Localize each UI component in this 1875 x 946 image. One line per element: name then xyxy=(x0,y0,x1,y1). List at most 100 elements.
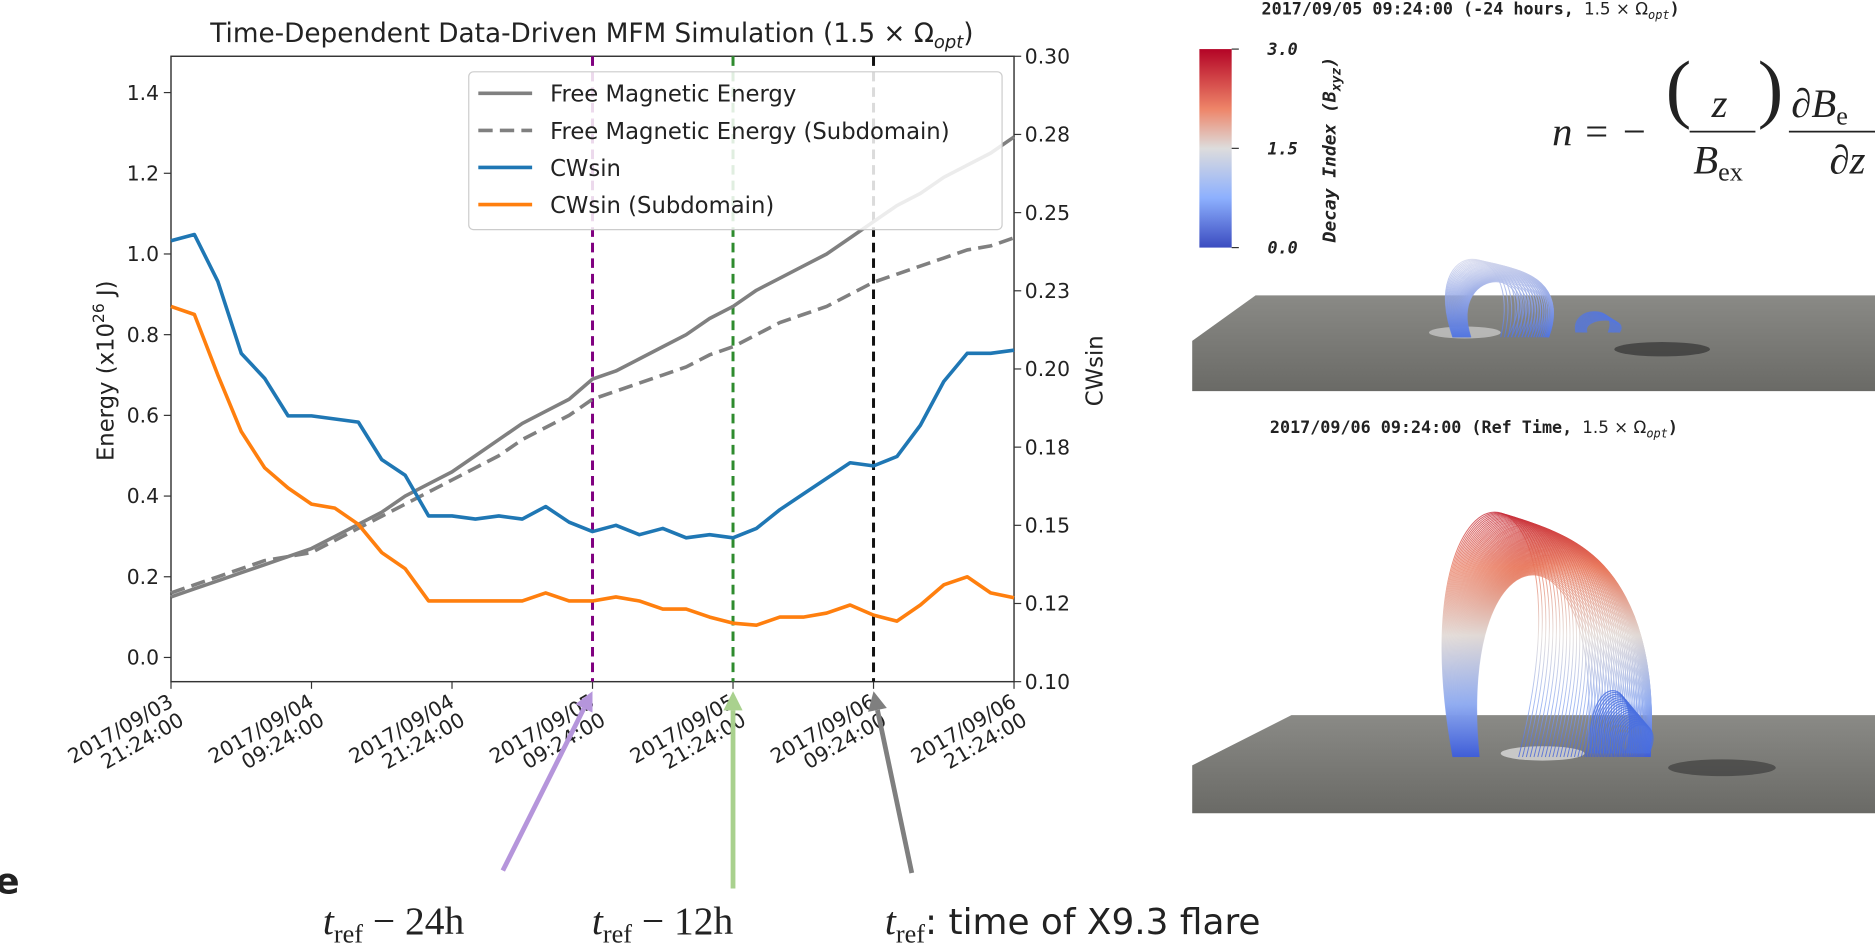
sunspot xyxy=(1614,342,1710,357)
y2-tick-label: 0.23 xyxy=(1025,279,1070,303)
field-line xyxy=(1623,724,1654,754)
annotation-text: − 24h xyxy=(363,899,464,943)
y-label-end: J) xyxy=(94,280,120,303)
caption-bottom-factor: 1.5 × Ω xyxy=(1582,417,1646,437)
field-line xyxy=(1591,692,1632,754)
formula-num2: ∂B xyxy=(1791,81,1836,126)
formula: n = − ( z Bex ) ∂Be ∂z xyxy=(1552,46,1875,187)
y2-axis-label: CWsin xyxy=(1083,335,1109,406)
field-line xyxy=(1621,722,1653,754)
series-line xyxy=(170,232,1015,540)
annotation-text: − 12h xyxy=(632,899,733,943)
annotation-subscript: ref xyxy=(896,919,925,946)
y2-tick-label: 0.25 xyxy=(1025,201,1070,225)
formula-den1: B xyxy=(1693,137,1718,182)
y2-tick-label: 0.15 xyxy=(1025,513,1070,537)
field-line xyxy=(1616,717,1649,754)
annotation-arrowhead xyxy=(575,691,593,713)
y2-tick-label: 0.18 xyxy=(1025,435,1070,459)
formula-lhs: n = − xyxy=(1552,109,1648,154)
colorbar-label: Decay Index (Bxyz) xyxy=(1320,57,1345,244)
colorbar-label-sub: xyz xyxy=(1329,67,1344,92)
x-tick-label: 2017/09/0421:24:00 xyxy=(345,689,469,787)
annotation-arrowhead xyxy=(723,691,743,711)
field-line xyxy=(1598,699,1637,754)
field-line xyxy=(1582,316,1619,333)
caption-bottom-sub: opt xyxy=(1646,427,1668,441)
field-line xyxy=(1612,713,1647,754)
field-line xyxy=(1589,690,1631,754)
y-label: Energy (x10 xyxy=(94,323,120,461)
y-tick-label: 0.0 xyxy=(127,646,159,670)
caption-bottom: 2017/09/06 09:24:00 (Ref Time, xyxy=(1270,417,1582,437)
annotation-symbol: t xyxy=(885,899,897,943)
field-line xyxy=(1607,707,1643,754)
field-line xyxy=(1605,706,1642,754)
annotation-label: tref − 24h xyxy=(323,899,465,946)
x-tick-label: 2017/09/0621:24:00 xyxy=(907,689,1031,787)
paren-left: ( xyxy=(1666,46,1691,131)
field-line xyxy=(1583,317,1620,333)
x-tick-label: 2017/09/0321:24:00 xyxy=(64,689,188,787)
plot-area: 0.0 0.2 0.4 0.6 0.8 1.0 1.2 1.4 0.10 0.12 0.15 0.18… xyxy=(64,44,1070,787)
field-line xyxy=(1575,311,1611,333)
field-line xyxy=(1596,697,1636,754)
field-line xyxy=(1584,318,1621,333)
field-line xyxy=(1594,695,1634,754)
x-tick-label: 2017/09/0409:24:00 xyxy=(204,689,328,787)
field-line xyxy=(1476,574,1590,758)
annotation-subscript: ref xyxy=(603,919,632,946)
panel-caption: 2017/09/06 09:24:00 (Ref Time, 1.5 × Ωop… xyxy=(1270,417,1678,441)
colorbar-tick-label: 1.5 xyxy=(1268,138,1298,158)
annotation-text: : time of X9.3 flare xyxy=(925,902,1260,943)
caption-top-factor: 1.5 × Ω xyxy=(1584,0,1648,18)
field-line xyxy=(1618,718,1650,754)
y2-tick-label: 0.30 xyxy=(1025,44,1070,68)
legend-box xyxy=(468,71,1003,231)
annotation-arrow xyxy=(875,709,915,874)
field-line xyxy=(1603,704,1641,754)
y-label-sup: 26 xyxy=(90,303,108,323)
panel-caption: 2017/09/05 09:24:00 (-24 hours, 1.5 × Ωo… xyxy=(1262,0,1680,22)
y2-tick-label: 0.20 xyxy=(1025,357,1070,381)
chart-title-end: ) xyxy=(963,19,973,49)
annotation-symbol: t xyxy=(323,899,335,943)
field-line xyxy=(1619,720,1652,754)
caption-top: 2017/09/05 09:24:00 (-24 hours, xyxy=(1262,0,1584,18)
colorbar-label-text: Decay Index (B xyxy=(1320,91,1341,243)
chart-title: Time-Dependent Data-Driven MFM Simulatio… xyxy=(209,19,934,49)
field-line xyxy=(1600,701,1638,754)
series-line xyxy=(170,304,1015,627)
y2-tick-label: 0.12 xyxy=(1025,592,1070,616)
annotation-arrowhead xyxy=(868,691,887,712)
formula-num2-sub: e xyxy=(1836,101,1848,130)
y2-tick-label: 0.10 xyxy=(1025,670,1070,694)
caption-bottom-end: ) xyxy=(1668,417,1678,437)
field-line xyxy=(1610,711,1645,754)
annotation-arrow xyxy=(500,707,587,872)
y-tick-label: 0.4 xyxy=(127,484,159,508)
y-tick-label: 1.4 xyxy=(127,81,159,105)
formula-den1-text: Bex xyxy=(1693,137,1743,186)
y-tick-label: 0.2 xyxy=(127,565,159,589)
field-line xyxy=(1581,315,1617,333)
colorbar-tick-label: 3.0 xyxy=(1267,39,1298,59)
annotation-subscript: ref xyxy=(334,919,363,946)
field-line xyxy=(1466,281,1519,338)
annotations: tref − 24h tref − 12h tref: time of X9.3 f… xyxy=(323,691,1261,946)
colorbar-tick-label: 0.0 xyxy=(1268,238,1298,258)
chart-title-subscript: opt xyxy=(934,32,964,53)
field-lines xyxy=(1441,258,1654,758)
paren-right: ) xyxy=(1758,46,1783,131)
legend-label: CWsin xyxy=(550,156,621,182)
annotation-label: tref: time of X9.3 flare xyxy=(885,899,1261,946)
formula-num1: z xyxy=(1711,81,1728,126)
sunspot xyxy=(1668,759,1776,777)
colorbar-ticks: 3.0 1.5 0.0 xyxy=(1231,39,1298,258)
field-line xyxy=(1601,702,1639,754)
legend-label: CWsin (Subdomain) xyxy=(550,193,774,219)
edge-text: e xyxy=(0,861,20,902)
annotation-label: tref − 12h xyxy=(592,899,734,946)
